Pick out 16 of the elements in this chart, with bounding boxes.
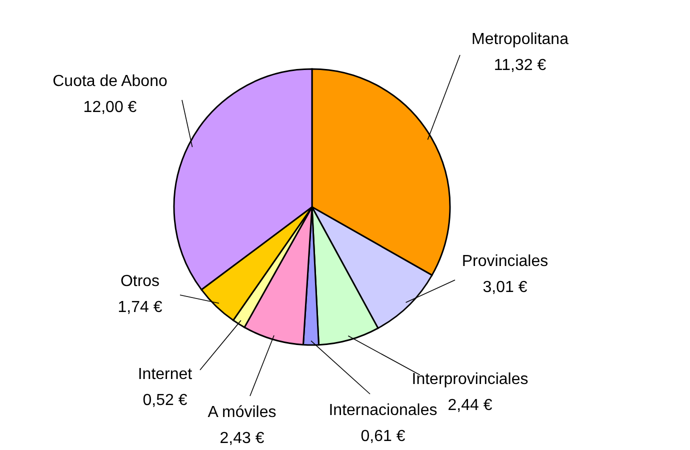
slice-label: Internacionales: [328, 402, 438, 420]
slice-label: Cuota de Abono: [52, 73, 168, 90]
data-label: 0,52 €: [142, 392, 188, 410]
data-label: 0,61 €: [360, 428, 406, 446]
data-label: 12,00 €: [83, 99, 137, 116]
data-label: 3,01 €: [482, 279, 528, 296]
slice-label: Internet: [138, 366, 193, 384]
data-label: 11,32 €: [494, 57, 546, 74]
slice-label: Interprovinciales: [412, 371, 528, 388]
slice-label: Provinciales: [462, 253, 548, 270]
data-label: 1,74 €: [118, 299, 162, 316]
slice-label: A móviles: [208, 404, 276, 422]
data-label: 2,43 €: [220, 430, 264, 448]
data-label: 2,44 €: [448, 397, 492, 414]
slice-label: Otros: [120, 273, 160, 290]
slice-label: Metropolitana: [472, 31, 569, 48]
